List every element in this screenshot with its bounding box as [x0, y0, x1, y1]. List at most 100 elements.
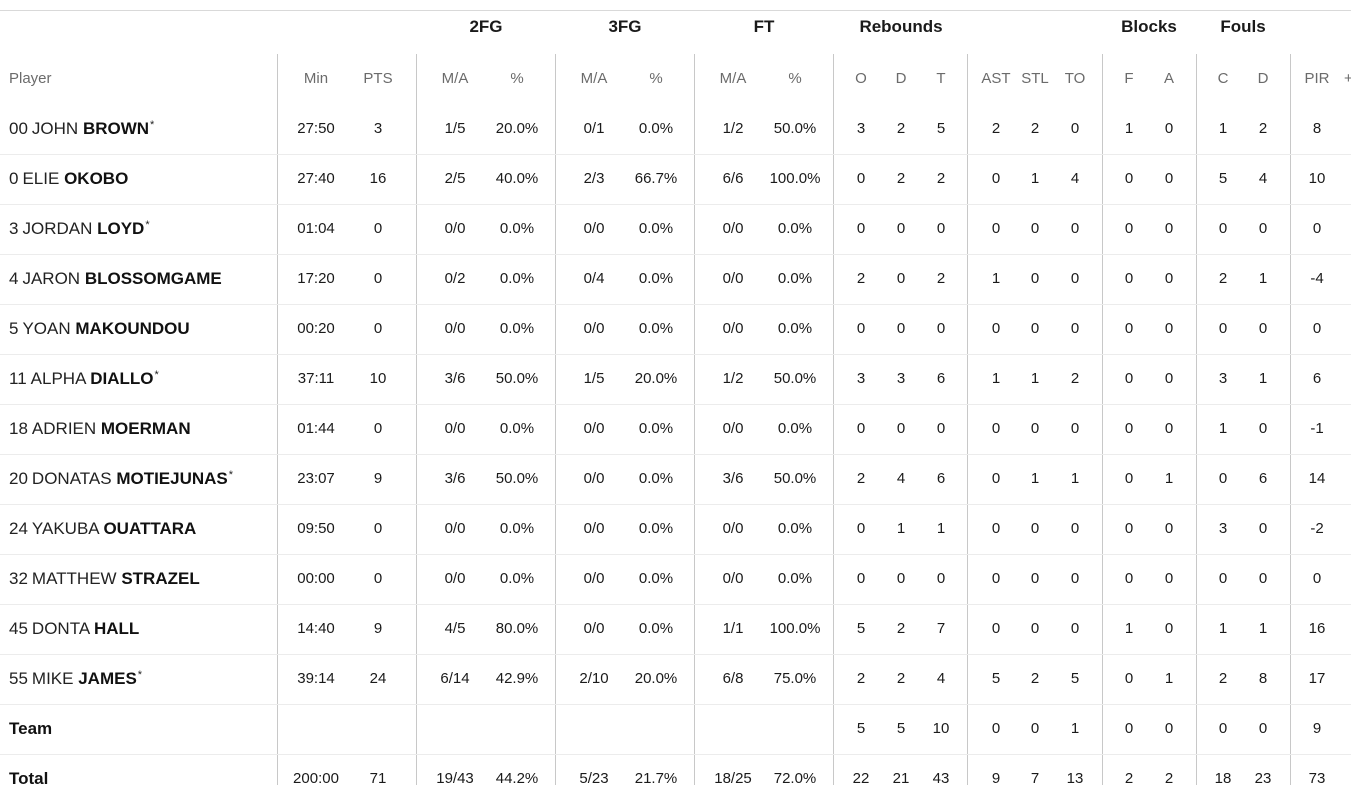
- row-divider: [0, 404, 1351, 405]
- stat-pts: 0: [373, 270, 383, 287]
- stat-blk-f: 1: [1124, 620, 1134, 637]
- stat-foul-c: 0: [1218, 220, 1228, 237]
- stat-reb-t: 6: [936, 470, 946, 487]
- stat-blk-a: 0: [1164, 420, 1174, 437]
- stat-foul-c: 1: [1218, 120, 1228, 137]
- player-first-name: ELIE: [22, 169, 60, 188]
- divider-pts: [416, 54, 417, 785]
- player-number: 5: [9, 319, 19, 338]
- stat-foul-d: 1: [1258, 370, 1268, 387]
- column-header-reb-d[interactable]: D: [895, 70, 907, 87]
- column-header-min[interactable]: Min: [303, 70, 329, 87]
- stat-to: 0: [1070, 320, 1080, 337]
- stat-pir: 0: [1312, 570, 1322, 587]
- player-last-name: LOYD: [97, 219, 145, 238]
- stat-reb-t: 7: [936, 620, 946, 637]
- player-name[interactable]: 45 DONTA HALL: [9, 619, 140, 639]
- stat-pts: 0: [373, 320, 383, 337]
- column-header-2fg-ma[interactable]: M/A: [441, 70, 469, 87]
- player-name[interactable]: 11 ALPHA DIALLO*: [9, 369, 159, 389]
- player-first-name: JARON: [22, 269, 81, 288]
- stat-min: 17:20: [297, 270, 335, 287]
- player-first-name: DONATAS: [31, 469, 112, 488]
- stat-reb-t: 4: [936, 670, 946, 687]
- stat-reb-o: 0: [856, 220, 866, 237]
- column-header-2fg-pct[interactable]: %: [510, 70, 524, 87]
- player-last-name: MOTIEJUNAS: [116, 469, 228, 488]
- stat-reb-t: 0: [936, 570, 946, 587]
- stat-stl: 0: [1030, 570, 1040, 587]
- player-name[interactable]: 5 YOAN MAKOUNDOU: [9, 319, 191, 339]
- column-header-to[interactable]: TO: [1064, 70, 1086, 87]
- player-name[interactable]: 24 YAKUBA OUATTARA: [9, 519, 197, 539]
- column-header-ft-ma[interactable]: M/A: [719, 70, 747, 87]
- column-header-foul-c[interactable]: C: [1217, 70, 1229, 87]
- player-name[interactable]: 55 MIKE JAMES*: [9, 669, 142, 689]
- stat-fg3-ma: 0/0: [583, 570, 605, 587]
- column-header-more[interactable]: +: [1344, 70, 1351, 87]
- column-header-ast[interactable]: AST: [981, 70, 1011, 87]
- stat-pir: 8: [1312, 120, 1322, 137]
- stat-fg2-pct: 0.0%: [499, 320, 535, 337]
- player-last-name: HALL: [93, 619, 140, 638]
- stat-foul-c: 18: [1214, 770, 1232, 787]
- stat-to: 0: [1070, 120, 1080, 137]
- starter-marker: *: [150, 119, 155, 131]
- player-name[interactable]: 4 JARON BLOSSOMGAME: [9, 269, 223, 289]
- column-header-blk-a[interactable]: A: [1163, 70, 1175, 87]
- row-divider: [0, 354, 1351, 355]
- group-blocks: Blocks: [1121, 17, 1177, 36]
- player-name[interactable]: 20 DONATAS MOTIEJUNAS*: [9, 469, 233, 489]
- player-name[interactable]: 3 JORDAN LOYD*: [9, 219, 150, 239]
- stat-foul-d: 0: [1258, 220, 1268, 237]
- stat-pir: 6: [1312, 370, 1322, 387]
- column-header-player[interactable]: Player: [9, 70, 52, 87]
- stat-reb-t: 10: [932, 720, 950, 737]
- stat-ft-pct: 72.0%: [773, 770, 817, 787]
- stat-fg3-pct: 0.0%: [638, 470, 674, 487]
- stat-pir: 14: [1308, 470, 1326, 487]
- stat-ft-ma: 1/2: [722, 370, 744, 387]
- stat-to: 5: [1070, 670, 1080, 687]
- stat-reb-o: 5: [856, 620, 866, 637]
- stat-blk-a: 0: [1164, 320, 1174, 337]
- column-header-foul-d[interactable]: D: [1257, 70, 1269, 87]
- column-header-3fg-ma[interactable]: M/A: [580, 70, 608, 87]
- stat-fg3-ma: 0/0: [583, 520, 605, 537]
- column-header-ft-pct[interactable]: %: [788, 70, 802, 87]
- stat-blk-a: 0: [1164, 270, 1174, 287]
- player-number: 00: [9, 119, 28, 138]
- stat-stl: 0: [1030, 220, 1040, 237]
- stat-blk-a: 0: [1164, 370, 1174, 387]
- player-name[interactable]: 0 ELIE OKOBO: [9, 169, 129, 189]
- group-ft: FT: [753, 17, 775, 36]
- stat-foul-d: 6: [1258, 470, 1268, 487]
- stat-ast: 1: [991, 270, 1001, 287]
- stat-fg2-pct: 50.0%: [495, 470, 539, 487]
- stat-fg3-pct: 20.0%: [634, 670, 678, 687]
- stat-min: 200:00: [293, 770, 339, 787]
- column-header-reb-o[interactable]: O: [855, 70, 867, 87]
- stat-fg3-ma: 2/10: [579, 670, 609, 687]
- stat-ft-pct: 0.0%: [777, 520, 813, 537]
- player-name[interactable]: 00 JOHN BROWN*: [9, 119, 154, 139]
- stat-fg2-pct: 40.0%: [495, 170, 539, 187]
- player-last-name: MOERMAN: [100, 419, 191, 438]
- player-number: 11: [9, 369, 27, 388]
- stat-ft-ma: 0/0: [722, 270, 744, 287]
- stat-fg2-ma: 19/43: [436, 770, 474, 787]
- column-header-reb-t[interactable]: T: [936, 70, 946, 87]
- column-header-pir[interactable]: PIR: [1304, 70, 1330, 87]
- stat-fg2-ma: 0/0: [444, 420, 466, 437]
- column-header-3fg-pct[interactable]: %: [649, 70, 663, 87]
- column-header-blk-f[interactable]: F: [1124, 70, 1134, 87]
- player-name[interactable]: 32 MATTHEW STRAZEL: [9, 569, 201, 589]
- stat-ft-pct: 0.0%: [777, 570, 813, 587]
- stat-pir: -1: [1310, 420, 1324, 437]
- player-name[interactable]: 18 ADRIEN MOERMAN: [9, 419, 192, 439]
- stat-ft-ma: 1/1: [722, 620, 744, 637]
- column-header-stl[interactable]: STL: [1021, 70, 1049, 87]
- column-header-pts[interactable]: PTS: [363, 70, 393, 87]
- stat-reb-d: 2: [896, 170, 906, 187]
- stat-foul-d: 4: [1258, 170, 1268, 187]
